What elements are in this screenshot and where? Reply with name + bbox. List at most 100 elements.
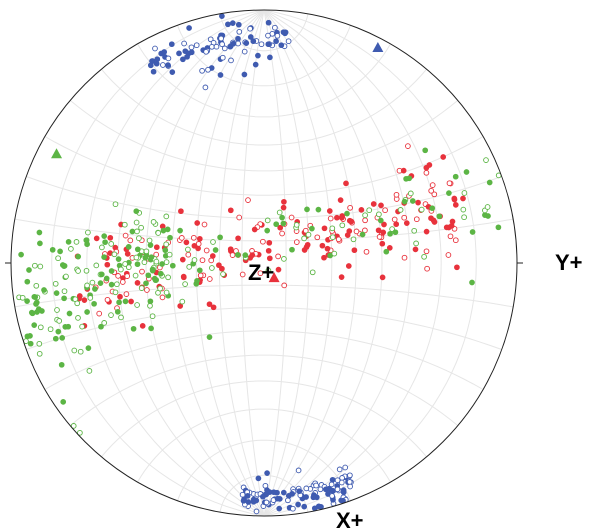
- pole-point: [244, 493, 251, 499]
- pole-point: [75, 268, 81, 274]
- pole-point: [208, 257, 215, 264]
- pole-point: [61, 295, 67, 302]
- pole-point: [229, 20, 236, 26]
- pole-point: [251, 226, 258, 233]
- blue-mean-marker: [372, 41, 384, 52]
- pole-point: [327, 215, 334, 222]
- pole-point: [26, 267, 32, 273]
- pole-point: [443, 224, 450, 231]
- pole-point: [143, 280, 149, 287]
- small-circle: [137, 408, 391, 483]
- pole-point: [89, 279, 96, 286]
- pole-point: [343, 180, 349, 187]
- pole-point: [485, 213, 491, 219]
- pole-point: [133, 254, 140, 261]
- pole-point: [397, 207, 404, 213]
- pole-point: [342, 464, 349, 471]
- pole-point: [165, 274, 171, 281]
- pole-point: [334, 214, 340, 221]
- pole-point: [250, 498, 257, 505]
- pole-point: [58, 361, 65, 368]
- pole-point: [279, 214, 285, 221]
- small-circle: [101, 380, 427, 458]
- pole-point: [164, 226, 171, 233]
- pole-point: [160, 62, 166, 68]
- pole-point: [142, 254, 149, 261]
- pole-point: [153, 258, 160, 265]
- pole-point: [185, 246, 191, 253]
- pole-point: [448, 222, 455, 229]
- pole-point: [310, 494, 317, 501]
- pole-point: [260, 493, 266, 500]
- pole-point: [273, 38, 279, 45]
- great-circle: [263, 9, 357, 517]
- pole-point: [129, 228, 136, 235]
- pole-point: [132, 272, 139, 279]
- pole-point: [424, 265, 430, 272]
- pole-point: [247, 34, 254, 40]
- pole-point: [407, 190, 414, 197]
- pole-point: [194, 278, 200, 284]
- pole-point: [230, 40, 237, 47]
- pole-point: [133, 208, 140, 215]
- pole-point: [167, 234, 173, 241]
- pole-point: [98, 323, 104, 330]
- pole-point: [213, 43, 220, 50]
- y-plus-label: Y+: [555, 250, 583, 275]
- pole-point: [152, 45, 158, 52]
- pole-point: [236, 28, 243, 35]
- pole-point: [236, 214, 243, 221]
- pole-point: [338, 274, 345, 280]
- pole-point: [186, 25, 192, 31]
- pole-point: [104, 296, 111, 303]
- pole-point: [28, 309, 35, 316]
- pole-point: [157, 285, 163, 292]
- pole-point: [267, 54, 273, 61]
- pole-point: [321, 225, 328, 232]
- pole-point: [114, 308, 121, 315]
- pole-point: [161, 49, 168, 55]
- pole-point: [280, 204, 287, 211]
- small-circle: [44, 330, 484, 390]
- pole-point: [429, 182, 436, 188]
- pole-point: [74, 300, 81, 307]
- pole-point: [57, 248, 63, 255]
- pole-point: [153, 60, 160, 67]
- pole-point: [19, 294, 26, 301]
- great-circle: [263, 9, 383, 517]
- pole-point: [24, 278, 31, 285]
- pole-point: [303, 494, 309, 500]
- pole-point: [347, 483, 353, 490]
- pole-point: [266, 255, 273, 262]
- pole-point: [114, 281, 120, 288]
- pole-point: [335, 236, 342, 243]
- pole-point: [169, 262, 176, 269]
- pole-point: [359, 231, 366, 238]
- pole-point: [339, 475, 345, 481]
- pole-point: [36, 350, 43, 357]
- pole-point: [293, 222, 300, 228]
- pole-point: [329, 476, 336, 483]
- pole-point: [381, 221, 387, 228]
- pole-point: [148, 254, 155, 261]
- pole-point: [295, 501, 301, 508]
- pole-point: [387, 230, 393, 237]
- pole-point: [191, 242, 198, 249]
- pole-point: [157, 270, 164, 277]
- small-circle: [14, 284, 514, 308]
- pole-point: [275, 253, 281, 260]
- pole-point: [315, 206, 322, 213]
- pole-point: [280, 220, 287, 227]
- small-circle: [177, 439, 351, 501]
- pole-point: [285, 492, 292, 499]
- pole-point: [412, 246, 419, 253]
- pole-point: [413, 240, 419, 247]
- green-mean-marker: [51, 148, 63, 159]
- pole-point: [353, 228, 360, 235]
- pole-point: [461, 190, 468, 196]
- pole-point: [324, 245, 331, 252]
- pole-point: [219, 265, 225, 272]
- pole-point: [229, 252, 236, 258]
- pole-point: [18, 251, 24, 258]
- pole-point: [227, 246, 234, 253]
